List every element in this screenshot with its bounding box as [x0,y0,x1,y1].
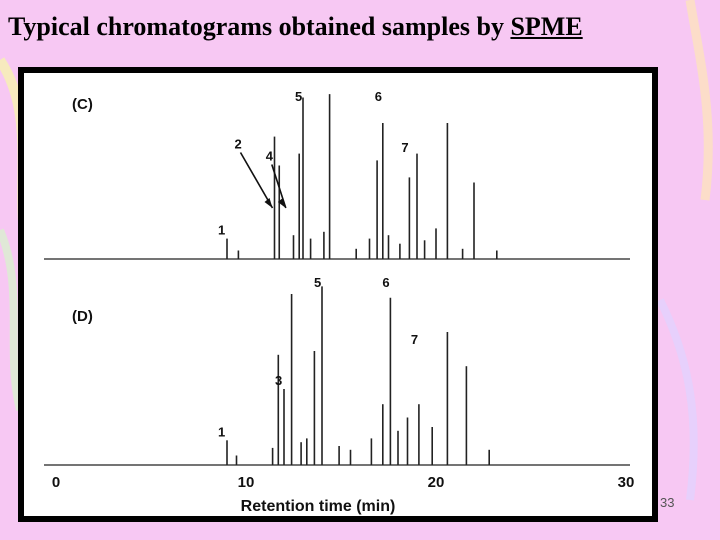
decorative-swirl [656,298,698,501]
annotation-label-0-1: 4 [266,149,274,164]
x-tick-label-3: 30 [618,474,635,491]
annotation-label-1-0: 5 [314,275,321,290]
x-tick-label-2: 20 [428,474,445,491]
chromatogram-figure: (C) 1 2 4 5 6 7 (D) 1 3 5 6 7 0 10 20 30 Retention time (… [18,67,658,522]
slide-title: Typical chromatograms obtained samples b… [8,12,583,42]
peak-label-1-0: 1 [218,424,225,439]
x-tick-label-0: 0 [52,474,60,491]
plot-area [24,73,652,516]
annotation-label-0-2: 5 [295,89,302,104]
annotation-label-0-4: 7 [401,140,408,155]
annotation-label-1-2: 7 [411,332,418,347]
slide-title-text: Typical chromatograms obtained samples b… [8,12,511,41]
annotation-label-1-1: 6 [382,275,389,290]
annotation-label-0-3: 6 [375,89,382,104]
annotation-label-0-0: 2 [235,137,242,152]
page-number: 33 [660,495,675,510]
panel-label-1: (D) [72,308,93,325]
chromatogram-chart: (C) 1 2 4 5 6 7 (D) 1 3 5 6 7 0 10 20 30 Retention time (… [24,73,652,516]
x-tick-label-1: 10 [238,474,255,491]
peak-label-0-0: 1 [218,223,225,238]
decorative-swirl [0,228,24,411]
slide-title-underlined: SPME [510,12,583,41]
panel-label-0: (C) [72,96,93,113]
annotation-arrowhead-0-1 [277,198,286,208]
peak-label-1-4: 3 [275,373,282,388]
annotation-arrow-0-0 [239,152,274,209]
x-axis-label: Retention time (min) [241,498,396,515]
decorative-swirl [685,0,713,201]
annotation-arrowhead-0-0 [264,198,273,208]
